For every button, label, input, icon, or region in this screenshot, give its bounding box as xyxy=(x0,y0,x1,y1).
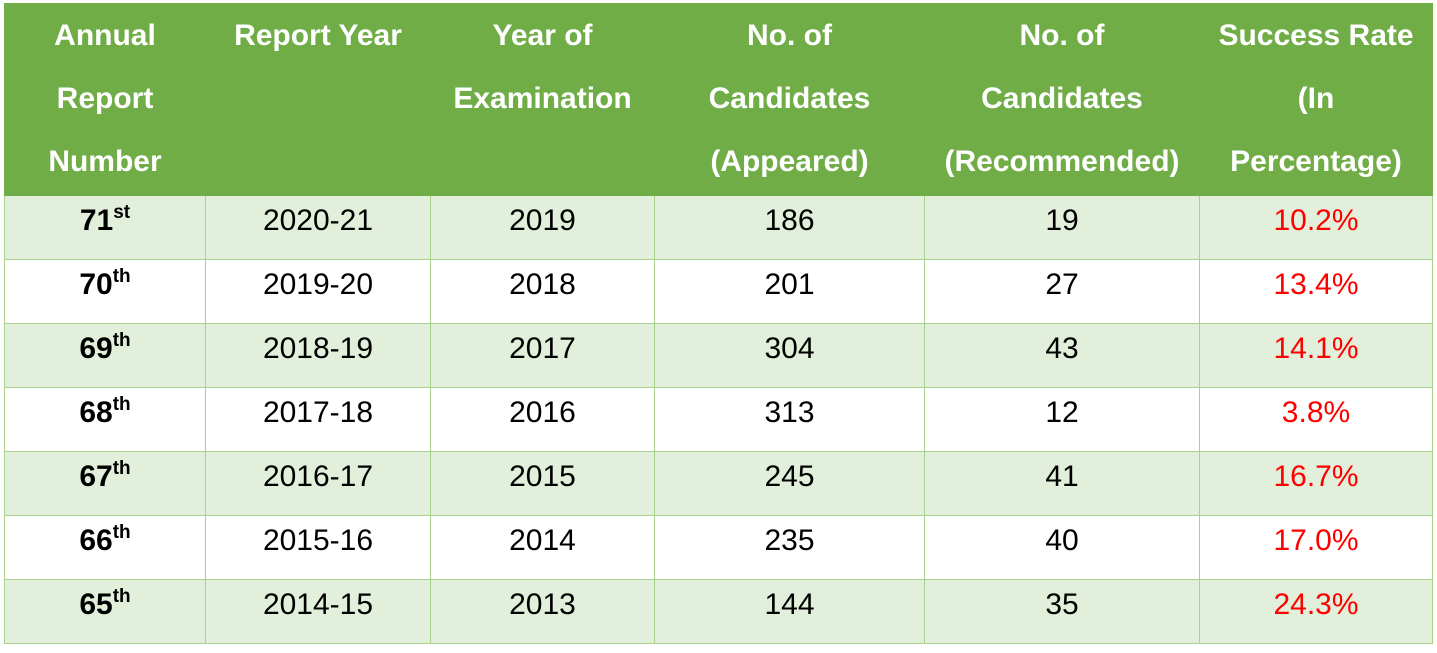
report-number-cell: 70th xyxy=(4,259,206,324)
recommended-cell: 41 xyxy=(924,451,1200,516)
exam-year-cell: 2015 xyxy=(430,451,655,516)
table-row: 71st 2020-21 2019 186 19 10.2% xyxy=(4,195,1433,260)
recommended-cell: 19 xyxy=(924,195,1200,260)
report-year-cell: 2015-16 xyxy=(205,515,431,580)
column-header-success-rate: Success Rate (In Percentage) xyxy=(1199,3,1433,196)
column-header-line: Report xyxy=(56,82,154,115)
success-rate-cell: 24.3% xyxy=(1199,579,1433,644)
column-header-line: Annual xyxy=(54,19,156,52)
table-row: 65th 2014-15 2013 144 35 24.3% xyxy=(4,579,1433,644)
ordinal-suffix: th xyxy=(112,521,131,543)
report-number: 67 xyxy=(79,459,113,493)
success-rate-cell: 14.1% xyxy=(1199,323,1433,388)
exam-year-cell: 2014 xyxy=(430,515,655,580)
report-number-cell: 67th xyxy=(4,451,206,516)
column-header-line: Percentage) xyxy=(1230,145,1402,178)
report-number-cell: 68th xyxy=(4,387,206,452)
column-header-recommended: No. of Candidates (Recommended) xyxy=(924,3,1200,196)
appeared-cell: 144 xyxy=(654,579,925,644)
exam-year-cell: 2018 xyxy=(430,259,655,324)
appeared-cell: 201 xyxy=(654,259,925,324)
ordinal-suffix: th xyxy=(112,393,131,415)
report-number: 70 xyxy=(79,267,113,301)
report-year-cell: 2018-19 xyxy=(205,323,431,388)
recommended-cell: 27 xyxy=(924,259,1200,324)
column-header-line: Candidates xyxy=(981,82,1143,115)
ordinal-suffix: th xyxy=(112,265,131,287)
ordinal-suffix: th xyxy=(112,585,131,607)
report-number: 71 xyxy=(79,203,114,237)
success-rate-cell: 17.0% xyxy=(1199,515,1433,580)
table-row: 67th 2016-17 2015 245 41 16.7% xyxy=(4,451,1433,516)
recommended-cell: 35 xyxy=(924,579,1200,644)
report-number-cell: 66th xyxy=(4,515,206,580)
report-year-cell: 2016-17 xyxy=(205,451,431,516)
appeared-cell: 313 xyxy=(654,387,925,452)
success-rate-cell: 10.2% xyxy=(1199,195,1433,260)
table-row: 68th 2017-18 2016 313 12 3.8% xyxy=(4,387,1433,452)
exam-year-cell: 2017 xyxy=(430,323,655,388)
column-header-line: No. of xyxy=(1019,19,1105,52)
exam-year-cell: 2019 xyxy=(430,195,655,260)
report-number: 68 xyxy=(79,395,113,429)
success-rate-cell: 16.7% xyxy=(1199,451,1433,516)
column-header-report-number: Annual Report Number xyxy=(4,3,206,196)
appeared-cell: 235 xyxy=(654,515,925,580)
column-header-line: Report Year xyxy=(234,19,402,52)
success-rate-cell: 13.4% xyxy=(1199,259,1433,324)
table-header: Annual Report Number Report Year Year of Exam… xyxy=(4,3,1433,196)
column-header-report-year: Report Year xyxy=(205,3,431,196)
exam-year-cell: 2013 xyxy=(430,579,655,644)
appeared-cell: 186 xyxy=(654,195,925,260)
column-header-line: No. of xyxy=(747,19,832,52)
recommended-cell: 12 xyxy=(924,387,1200,452)
report-number-cell: 71st xyxy=(4,195,206,260)
column-header-line: Candidates xyxy=(708,82,871,115)
column-header-line: Success Rate xyxy=(1218,19,1414,52)
appeared-cell: 245 xyxy=(654,451,925,516)
ordinal-suffix: th xyxy=(112,329,131,351)
report-year-cell: 2017-18 xyxy=(205,387,431,452)
report-number: 65 xyxy=(79,587,113,621)
ordinal-suffix: th xyxy=(112,457,131,479)
table-body: 71st 2020-21 2019 186 19 10.2% 70th 2019-20 2018… xyxy=(4,195,1433,644)
success-rate-table: Annual Report Number Report Year Year of Exam… xyxy=(4,3,1433,644)
ordinal-suffix: st xyxy=(113,201,131,223)
report-number: 66 xyxy=(79,523,113,557)
recommended-cell: 40 xyxy=(924,515,1200,580)
column-header-line: Number xyxy=(48,145,162,178)
table-row: 69th 2018-19 2017 304 43 14.1% xyxy=(4,323,1433,388)
column-header-line: Year of xyxy=(492,19,593,52)
report-year-cell: 2014-15 xyxy=(205,579,431,644)
report-year-cell: 2019-20 xyxy=(205,259,431,324)
report-year-cell: 2020-21 xyxy=(205,195,431,260)
column-header-line: (Recommended) xyxy=(944,145,1180,178)
recommended-cell: 43 xyxy=(924,323,1200,388)
report-number: 69 xyxy=(79,331,113,365)
column-header-exam-year: Year of Examination xyxy=(430,3,655,196)
header-row: Annual Report Number Report Year Year of Exam… xyxy=(4,3,1433,196)
table-row: 70th 2019-20 2018 201 27 13.4% xyxy=(4,259,1433,324)
report-number-cell: 65th xyxy=(4,579,206,644)
column-header-line: Examination xyxy=(453,82,632,115)
column-header-appeared: No. of Candidates (Appeared) xyxy=(654,3,925,196)
success-rate-cell: 3.8% xyxy=(1199,387,1433,452)
column-header-line: (In xyxy=(1297,82,1335,115)
appeared-cell: 304 xyxy=(654,323,925,388)
report-number-cell: 69th xyxy=(4,323,206,388)
exam-year-cell: 2016 xyxy=(430,387,655,452)
table-row: 66th 2015-16 2014 235 40 17.0% xyxy=(4,515,1433,580)
column-header-line: (Appeared) xyxy=(710,145,869,178)
